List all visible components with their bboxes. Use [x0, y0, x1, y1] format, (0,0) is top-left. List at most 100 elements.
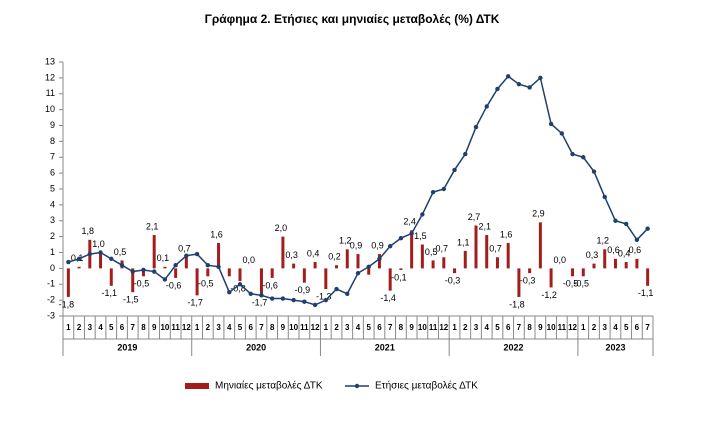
line-marker — [248, 291, 253, 296]
line-marker — [505, 74, 511, 79]
bar — [420, 244, 424, 269]
x-tick-label: 12 — [182, 323, 191, 332]
line-marker — [173, 263, 178, 268]
y-tick-label: 9 — [50, 120, 55, 130]
bar — [302, 268, 306, 283]
line-marker — [527, 85, 532, 90]
bar — [152, 235, 156, 269]
y-tick-label: 10 — [45, 104, 55, 114]
bar — [345, 249, 349, 269]
x-tick-label: 10 — [160, 323, 169, 332]
bar — [227, 268, 231, 277]
line-marker — [109, 256, 114, 262]
value-label: -0,1 — [391, 272, 407, 282]
value-label: -0,5 — [563, 279, 579, 289]
x-tick-label: 9 — [409, 323, 414, 332]
bar — [549, 268, 553, 288]
value-label: 0,7 — [178, 244, 191, 254]
value-label: 2,0 — [275, 223, 288, 233]
line-marker — [366, 264, 371, 269]
x-tick-label: 8 — [141, 323, 146, 332]
x-tick-label: 4 — [485, 323, 490, 332]
x-tick-label: 7 — [131, 323, 136, 332]
y-tick-label: 1 — [50, 247, 55, 257]
bar — [238, 268, 242, 282]
bar — [528, 268, 532, 274]
value-label: 0,6 — [607, 245, 620, 255]
x-tick-label: 5 — [624, 323, 629, 332]
line-marker — [623, 221, 629, 227]
x-tick-label: 1 — [66, 323, 71, 332]
value-label: 0,3 — [586, 250, 599, 260]
value-label: -0,6 — [166, 280, 182, 290]
value-label: -1,1 — [102, 288, 118, 298]
x-tick-label: 5 — [238, 323, 243, 332]
x-tick-label: 1 — [452, 323, 457, 332]
value-label: 0,0 — [554, 255, 567, 265]
line-marker — [377, 256, 382, 262]
year-label: 2019 — [117, 342, 137, 352]
bar — [77, 266, 81, 269]
x-tick-label: 6 — [506, 323, 511, 332]
line-marker — [184, 253, 189, 258]
x-tick-label: 1 — [324, 323, 329, 332]
line-marker — [355, 270, 361, 276]
line-marker — [452, 167, 457, 173]
bar — [495, 257, 499, 269]
x-tick-label: 9 — [538, 323, 543, 332]
bar — [592, 263, 596, 269]
x-tick-label: 11 — [171, 323, 180, 332]
x-tick-label: 6 — [249, 323, 254, 332]
bar — [184, 257, 188, 269]
value-label: 1,6 — [500, 229, 513, 239]
bar — [517, 268, 521, 297]
line-marker — [559, 131, 565, 136]
x-tick-label: 8 — [527, 323, 532, 332]
x-tick-label: 3 — [345, 323, 350, 332]
line-marker — [516, 82, 522, 87]
value-label: 0,7 — [436, 244, 449, 254]
line-marker — [323, 297, 329, 303]
value-label: -1,7 — [252, 298, 268, 308]
bar — [324, 268, 328, 290]
x-tick-label: 1 — [581, 323, 586, 332]
year-label: 2022 — [504, 342, 524, 352]
x-tick-label: 11 — [429, 323, 438, 332]
value-label: -1,7 — [187, 298, 203, 308]
line-marker — [98, 250, 103, 255]
value-label: -1,5 — [123, 295, 139, 305]
y-tick-label: -3 — [47, 310, 55, 320]
year-label: 2020 — [246, 342, 266, 352]
x-tick-label: 7 — [388, 323, 393, 332]
line-marker — [634, 237, 640, 242]
value-label: 0,9 — [371, 240, 384, 250]
line-marker — [302, 299, 307, 304]
y-tick-label: 6 — [50, 168, 55, 178]
line-marker — [420, 212, 425, 217]
bar — [377, 254, 381, 269]
value-label: 0,6 — [629, 245, 642, 255]
value-label: 0,5 — [114, 247, 127, 257]
value-label: 0,1 — [157, 253, 170, 263]
y-tick-label: 3 — [50, 215, 55, 225]
year-label: 2021 — [375, 342, 395, 352]
value-label: 0,3 — [285, 250, 298, 260]
line-marker — [216, 264, 221, 269]
bar — [453, 268, 457, 274]
y-tick-label: 4 — [50, 199, 55, 209]
value-label: 1,2 — [339, 236, 352, 246]
line-marker — [484, 104, 489, 109]
value-label: -0,6 — [262, 280, 278, 290]
value-label: -1,3 — [316, 291, 332, 301]
value-label: 2,7 — [468, 212, 481, 222]
value-label: -0,8 — [230, 283, 246, 293]
x-tick-label: 10 — [289, 323, 298, 332]
value-label: 2,4 — [403, 217, 416, 227]
value-label: 0,0 — [242, 255, 255, 265]
legend-swatch — [185, 383, 209, 389]
line-marker — [345, 291, 350, 296]
x-tick-label: 1 — [195, 323, 200, 332]
value-label: 2,9 — [532, 209, 545, 219]
value-label: -1,2 — [541, 290, 557, 300]
